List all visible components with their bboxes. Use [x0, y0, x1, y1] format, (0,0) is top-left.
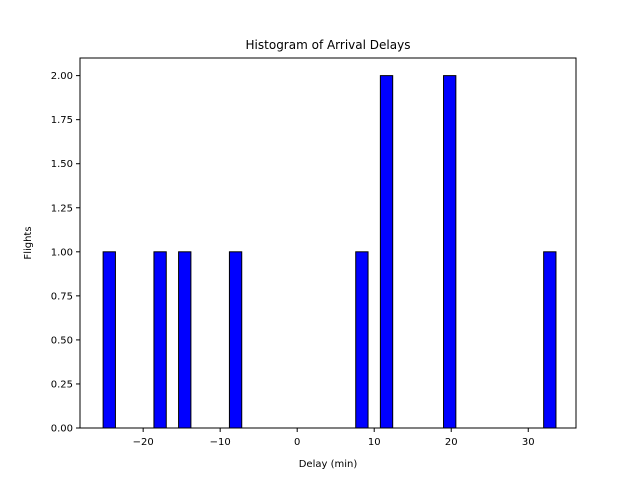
y-tick-label-4: 1.00 [51, 247, 73, 258]
histogram-bar-0 [102, 251, 116, 429]
x-axis-label: Delay (min) [299, 459, 358, 470]
x-tick-label-1: −10 [210, 437, 231, 448]
histogram-bar-4 [355, 251, 369, 429]
x-tick-label-5: 30 [522, 437, 535, 448]
y-tick-label-8: 2.00 [51, 71, 73, 82]
x-tick-label-2: 0 [294, 437, 300, 448]
chart-title: Histogram of Arrival Delays [246, 38, 411, 52]
x-tick-label-0: −20 [133, 437, 154, 448]
histogram-bar-2 [178, 251, 192, 429]
y-tick-label-7: 1.75 [51, 115, 73, 126]
y-axis-label: Flights [23, 226, 34, 259]
histogram-bar-5 [379, 75, 394, 429]
histogram-bar-1 [153, 251, 167, 429]
histogram-bar-3 [228, 251, 243, 429]
histogram-bar-6 [443, 75, 457, 429]
y-ticks: 0.00 0.25 0.50 0.75 1.00 1.25 1.50 1.75 2.00 [51, 71, 80, 435]
bars-group [102, 75, 557, 429]
histogram-bar-7 [543, 251, 557, 429]
x-tick-label-3: 10 [368, 437, 381, 448]
y-tick-label-5: 1.25 [51, 203, 73, 214]
x-tick-label-4: 20 [445, 437, 458, 448]
x-ticks: −20 −10 0 10 20 30 [133, 428, 535, 448]
y-tick-label-0: 0.00 [51, 424, 73, 435]
y-tick-label-6: 1.50 [51, 159, 73, 170]
y-tick-label-2: 0.50 [51, 335, 73, 346]
plot-frame [79, 57, 577, 429]
y-tick-label-3: 0.75 [51, 291, 73, 302]
y-tick-label-1: 0.25 [51, 379, 73, 390]
